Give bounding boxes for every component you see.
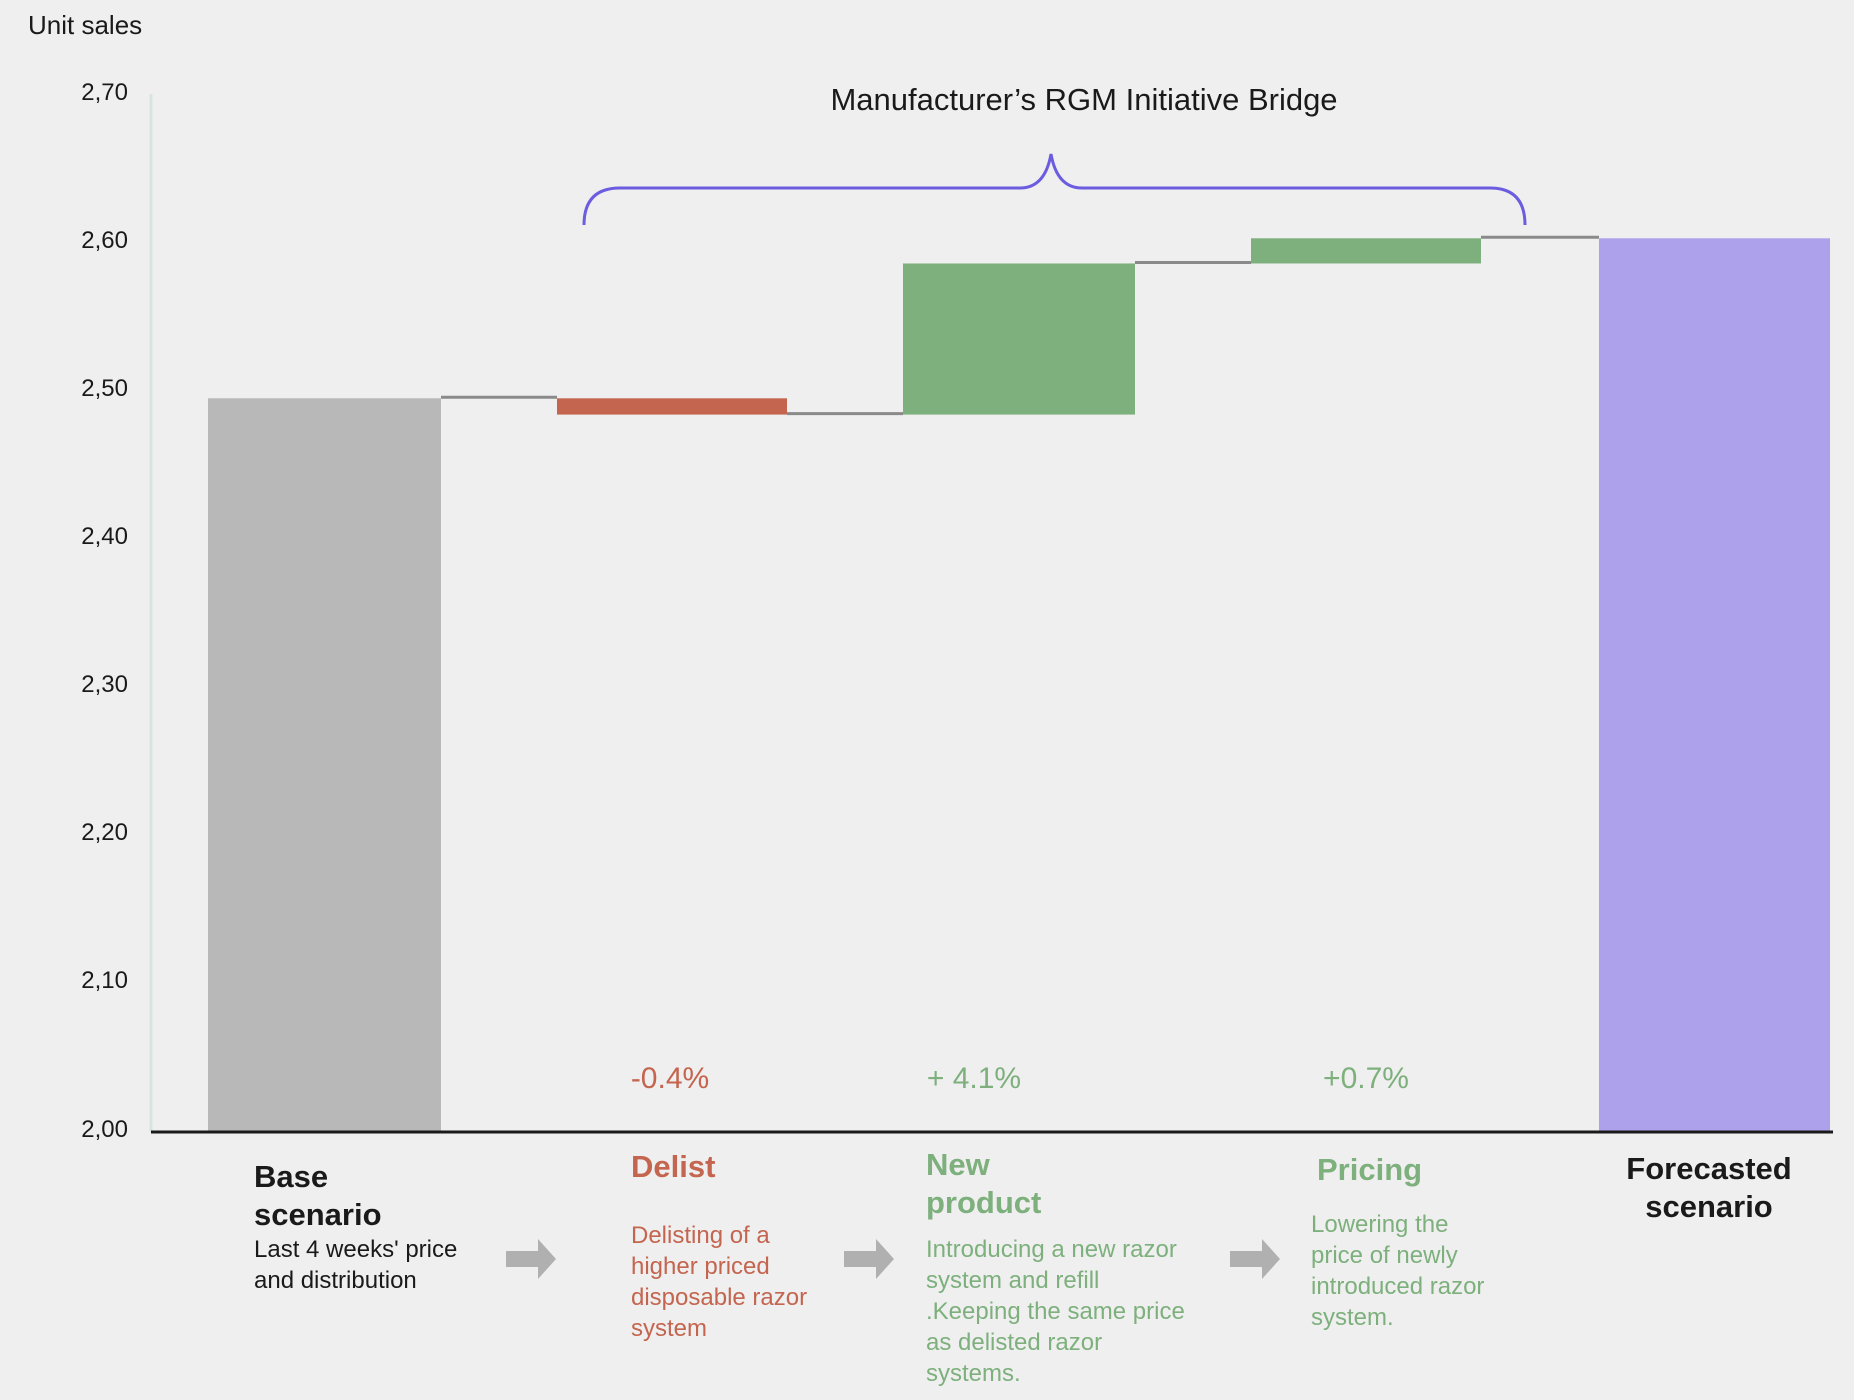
category-desc: Lowering the [1311, 1211, 1449, 1238]
delta-label-new-product: + 4.1% [926, 1062, 1022, 1095]
arrow-right-icon [1230, 1239, 1280, 1279]
arrow-right-icon [844, 1239, 894, 1279]
category-desc: disposable razor [631, 1284, 808, 1311]
category-desc: Introducing a new razor [926, 1236, 1177, 1263]
category-desc: Delisting of a [631, 1222, 770, 1249]
bar-delist [557, 398, 787, 415]
category-desc: and distribution [254, 1267, 417, 1294]
y-tick-label: 2,10 [81, 967, 128, 995]
category-pricing: Pricing Lowering the price of newly intr… [1311, 1151, 1484, 1333]
arrow-right-icon [506, 1239, 556, 1279]
category-title: New [926, 1147, 990, 1182]
category-desc: system [631, 1315, 708, 1342]
category-desc: as delisted razor [926, 1329, 1103, 1356]
category-desc: introduced razor [1311, 1273, 1485, 1300]
bar-forecasted-scenario [1599, 238, 1830, 1132]
y-tick-label: 2,30 [81, 671, 128, 699]
category-title: Base [254, 1159, 329, 1194]
category-new-product: New product Introducing a new razor syst… [926, 1146, 1185, 1389]
delta-label-delist: -0.4% [630, 1062, 710, 1095]
bar-base-scenario [208, 398, 441, 1132]
category-desc: .Keeping the same price [926, 1298, 1185, 1325]
category-title: scenario [254, 1197, 382, 1232]
category-desc: Last 4 weeks' price [254, 1236, 458, 1263]
category-title: Forecasted [1626, 1151, 1792, 1186]
brace [582, 153, 1527, 226]
chart-title: Manufacturer’s RGM Initiative Bridge [830, 82, 1338, 117]
delta-label-pricing: +0.7% [1323, 1062, 1409, 1095]
bar-pricing [1251, 238, 1481, 264]
category-desc: higher priced [631, 1253, 770, 1280]
category-desc: price of newly [1311, 1242, 1458, 1269]
category-base: Base scenario Last 4 weeks' price and di… [254, 1158, 457, 1296]
y-tick-label: 2,60 [81, 226, 128, 254]
y-tick-label: 2,20 [81, 819, 128, 847]
bar-new-product [903, 263, 1135, 415]
category-delist: Delist Delisting of a higher priced disp… [631, 1148, 807, 1344]
y-tick-label: 2,00 [81, 1115, 128, 1143]
category-desc: system. [1311, 1304, 1394, 1331]
category-title: scenario [1645, 1189, 1773, 1224]
category-title: product [926, 1185, 1042, 1220]
category-desc: system and refill [926, 1267, 1100, 1294]
category-desc: systems. [926, 1360, 1021, 1387]
y-axis-label: Unit sales [28, 10, 143, 40]
category-forecast: Forecasted scenario [1599, 1150, 1819, 1226]
category-title: Pricing [1317, 1152, 1423, 1187]
y-tick-label: 2,50 [81, 374, 128, 402]
y-tick-label: 2,70 [81, 78, 128, 106]
y-tick-label: 2,40 [81, 523, 128, 551]
category-title: Delist [631, 1149, 716, 1184]
